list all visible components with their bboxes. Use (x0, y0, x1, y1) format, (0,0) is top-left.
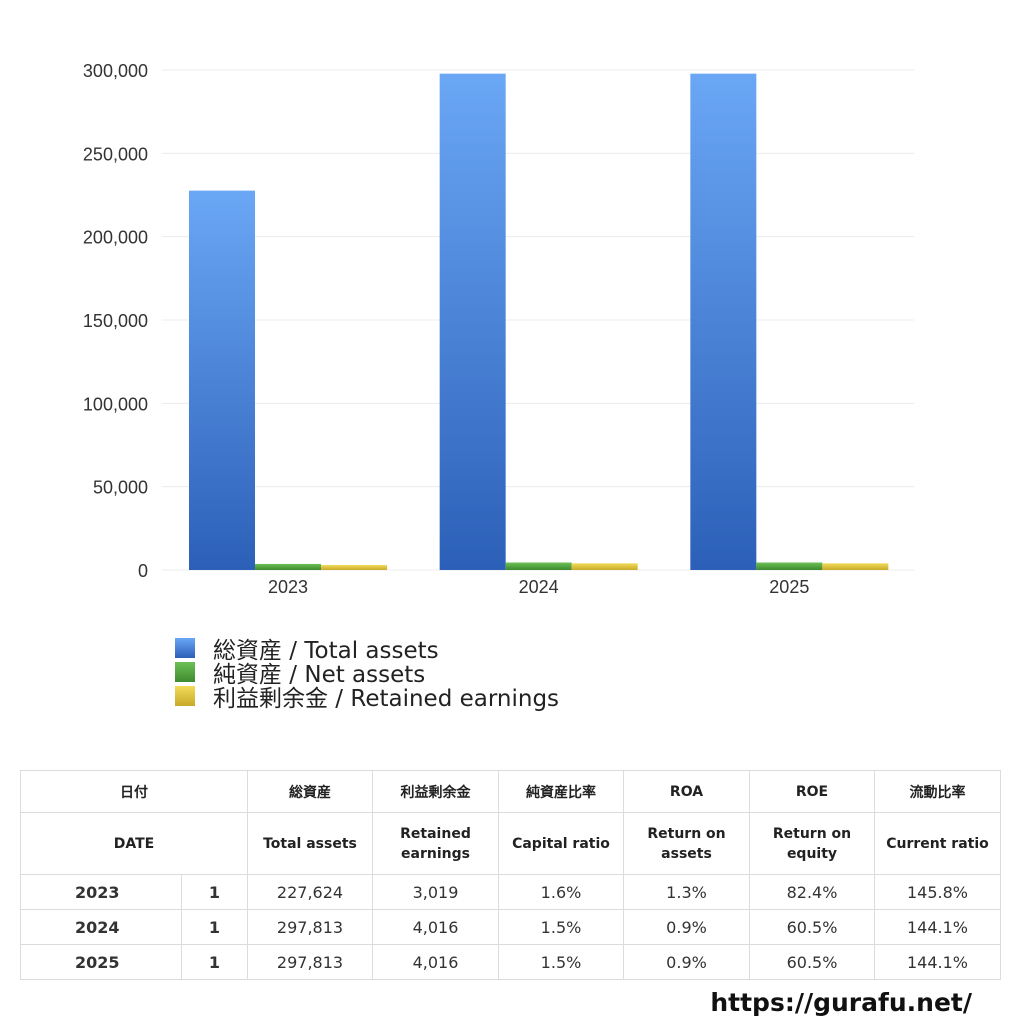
bar-chart: 300,000 250,000 200,000 150,000 100,000 50,00… (83, 61, 914, 597)
cell-year: 2024 (20, 909, 182, 945)
cell-roe: 60.5% (749, 909, 875, 945)
y-tick-label: 50,000 (93, 478, 148, 498)
bar-2025-series-0 (690, 73, 757, 571)
table-row: 2024 1 297,813 4,016 1.5% 0.9% 60.5% 144… (20, 909, 1001, 945)
cell-count: 1 (181, 874, 248, 910)
header-capital-ratio-en: Capital ratio (498, 812, 624, 875)
cell-roa: 1.3% (623, 874, 750, 910)
cell-year: 2023 (20, 874, 182, 910)
y-tick-label: 250,000 (83, 144, 148, 164)
legend-item-retained-earnings: 利益剰余金 / Retained earnings (175, 684, 559, 712)
legend-item-net-assets: 純資産 / Net assets (175, 660, 559, 688)
legend-swatch-net-assets (175, 662, 195, 682)
y-tick-label: 100,000 (83, 394, 148, 414)
table-header-en: DATE Total assets Retained earnings Capi… (20, 812, 1001, 875)
cell-total-assets: 297,813 (247, 944, 373, 980)
legend-item-total-assets: 総資産 / Total assets (175, 636, 559, 664)
cell-roe: 82.4% (749, 874, 875, 910)
cell-current-ratio: 144.1% (874, 944, 1001, 980)
legend-label: 総資産 / Total assets (213, 638, 439, 664)
cell-roe: 60.5% (749, 944, 875, 980)
cell-retained-earnings: 4,016 (372, 909, 499, 945)
header-retained-earnings-jp: 利益剰余金 (372, 770, 499, 813)
header-total-assets-en: Total assets (247, 812, 373, 875)
legend-swatch-total-assets (175, 638, 195, 658)
cell-retained-earnings: 3,019 (372, 874, 499, 910)
cell-capital-ratio: 1.6% (498, 874, 624, 910)
x-axis-ticks: 2023 2024 2025 (268, 577, 809, 597)
cell-current-ratio: 144.1% (874, 909, 1001, 945)
cell-roa: 0.9% (623, 909, 750, 945)
cell-retained-earnings: 4,016 (372, 944, 499, 980)
y-axis-ticks: 300,000 250,000 200,000 150,000 100,000 50,00… (83, 61, 148, 581)
cell-current-ratio: 145.8% (874, 874, 1001, 910)
header-roa-jp: ROA (623, 770, 750, 813)
table-row: 2023 1 227,624 3,019 1.6% 1.3% 82.4% 145… (20, 874, 1001, 910)
cell-total-assets: 297,813 (247, 909, 373, 945)
cell-roa: 0.9% (623, 944, 750, 980)
header-current-ratio-en: Current ratio (874, 812, 1001, 875)
cell-total-assets: 227,624 (247, 874, 373, 910)
header-date-jp: 日付 (20, 770, 248, 813)
bar-2024-series-1 (505, 562, 572, 570)
x-tick-label: 2025 (769, 577, 809, 597)
header-total-assets-jp: 総資産 (247, 770, 373, 813)
cell-count: 1 (181, 944, 248, 980)
header-retained-earnings-en: Retained earnings (372, 812, 499, 875)
legend-swatch-retained-earnings (175, 686, 195, 706)
bar-2023-series-2 (321, 564, 387, 570)
header-roa-en: Return on assets (623, 812, 750, 875)
cell-capital-ratio: 1.5% (498, 909, 624, 945)
bar-2024-series-0 (439, 73, 506, 571)
header-roe-en: Return on equity (749, 812, 875, 875)
x-tick-label: 2023 (268, 577, 308, 597)
bar-2025-series-1 (756, 562, 823, 570)
site-url[interactable]: https://gurafu.net/ (710, 988, 972, 1017)
header-current-ratio-jp: 流動比率 (874, 770, 1001, 813)
cell-count: 1 (181, 909, 248, 945)
legend-label: 純資産 / Net assets (213, 662, 426, 688)
table-header-jp: 日付 総資産 利益剰余金 純資産比率 ROA ROE 流動比率 (20, 770, 1001, 813)
cell-year: 2025 (20, 944, 182, 980)
header-roe-jp: ROE (749, 770, 875, 813)
legend-label: 利益剰余金 / Retained earnings (213, 686, 560, 712)
y-tick-label: 300,000 (83, 61, 148, 81)
x-tick-label: 2024 (519, 577, 559, 597)
bar-2023-series-0 (189, 190, 255, 571)
y-tick-label: 0 (138, 561, 148, 581)
financial-table: 日付 総資産 利益剰余金 純資産比率 ROA ROE 流動比率 DATE Tot… (20, 770, 1001, 980)
bar-2025-series-2 (822, 563, 889, 570)
header-capital-ratio-jp: 純資産比率 (498, 770, 624, 813)
y-tick-label: 200,000 (83, 228, 148, 248)
bar-2023-series-1 (255, 563, 321, 570)
bar-2024-series-2 (571, 563, 638, 570)
header-date-en: DATE (20, 812, 248, 875)
grid-lines (162, 69, 914, 571)
legend: 総資産 / Total assets 純資産 / Net assets 利益剰余… (175, 636, 559, 712)
cell-capital-ratio: 1.5% (498, 944, 624, 980)
bars (189, 73, 889, 571)
y-tick-label: 150,000 (83, 311, 148, 331)
table-row: 2025 1 297,813 4,016 1.5% 0.9% 60.5% 144… (20, 944, 1001, 980)
